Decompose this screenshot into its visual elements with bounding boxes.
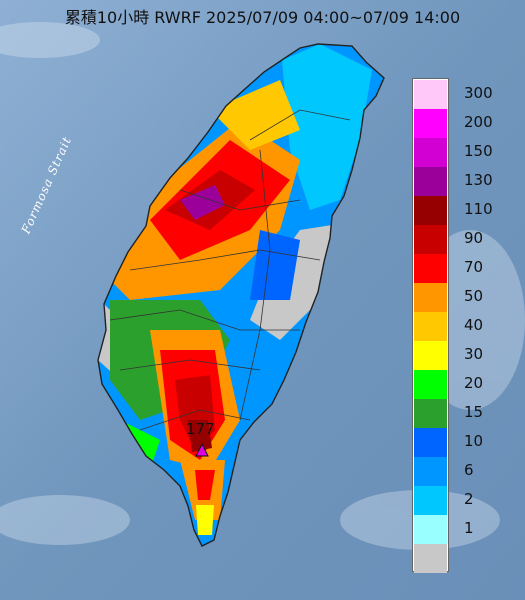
legend-label: 130: [464, 171, 493, 189]
legend-label: 90: [464, 229, 484, 247]
legend-label: 70: [464, 258, 484, 276]
legend-swatch: [414, 283, 447, 312]
county-borders: [109, 109, 351, 431]
legend-label: 110: [464, 200, 493, 218]
legend-label: 40: [464, 316, 484, 334]
legend-swatch: [414, 80, 447, 109]
legend-label: 15: [464, 403, 484, 421]
legend-swatch: [414, 196, 447, 225]
legend-swatch: [414, 225, 447, 254]
legend-label: 50: [464, 287, 484, 305]
color-legend: 300 200 150 130 110 90 70 50 40 30 20 15 10 6 2 1: [412, 78, 516, 573]
legend-swatch: [414, 515, 447, 544]
triangle-marker-icon: [195, 442, 209, 457]
map-title: 累積10小時 RWRF 2025/07/09 04:00~07/09 14:00: [64, 8, 461, 27]
legend-swatch: [414, 399, 447, 428]
legend-label: 300: [464, 84, 493, 102]
legend-swatch: [414, 167, 447, 196]
legend-swatch: [414, 457, 447, 486]
legend-label: 2: [464, 490, 474, 508]
legend-swatch: [414, 254, 447, 283]
legend-label: 200: [464, 113, 493, 131]
legend-label: 150: [464, 142, 493, 160]
legend-swatch: [414, 370, 447, 399]
legend-swatch: [414, 341, 447, 370]
legend-swatch: [414, 544, 447, 573]
legend-label: 30: [464, 345, 484, 363]
legend-swatch: [414, 486, 447, 515]
legend-swatch: [414, 138, 447, 167]
legend-swatch: [414, 428, 447, 457]
legend-label: 10: [464, 432, 484, 450]
legend-swatch: [414, 312, 447, 341]
legend-label: 6: [464, 461, 474, 479]
coastline: [97, 43, 385, 547]
legend-swatch: [414, 109, 447, 138]
legend-label: 20: [464, 374, 484, 392]
max-rainfall-value: 177: [186, 420, 215, 438]
legend-label: 1: [464, 519, 474, 537]
